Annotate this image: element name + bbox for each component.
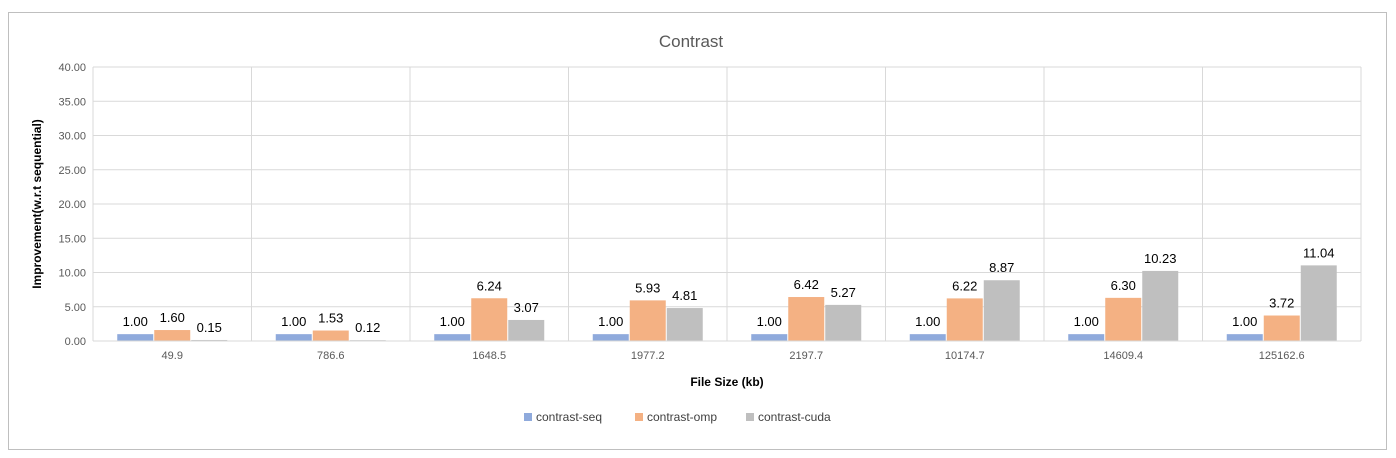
- bar-contrast-seq: [592, 334, 629, 341]
- data-label-contrast-omp: 6.22: [952, 278, 977, 293]
- x-tick-label: 1648.5: [472, 350, 506, 362]
- data-label-contrast-omp: 1.60: [160, 310, 185, 325]
- x-tick-label: 14609.4: [1103, 350, 1143, 362]
- data-label-contrast-seq: 1.00: [1074, 314, 1099, 329]
- y-axis-title: Improvement(w.r.t sequential): [30, 119, 44, 289]
- data-label-contrast-omp: 6.30: [1111, 278, 1136, 293]
- data-label-contrast-omp: 6.24: [477, 278, 502, 293]
- data-label-contrast-omp: 6.42: [794, 277, 819, 292]
- bar-contrast-omp: [788, 297, 825, 341]
- x-tick-label: 1977.2: [631, 350, 665, 362]
- data-label-contrast-seq: 1.00: [123, 314, 148, 329]
- bar-contrast-cuda: [983, 280, 1020, 341]
- data-label-contrast-cuda: 8.87: [989, 260, 1014, 275]
- bar-contrast-cuda: [191, 339, 228, 341]
- y-tick-label: 40.00: [58, 62, 86, 74]
- data-label-contrast-omp: 5.93: [635, 280, 660, 295]
- bar-contrast-seq: [751, 334, 788, 341]
- bar-contrast-omp: [629, 300, 666, 341]
- bar-contrast-seq: [1226, 334, 1263, 341]
- data-label-contrast-seq: 1.00: [1232, 314, 1257, 329]
- data-label-contrast-cuda: 0.12: [355, 320, 380, 335]
- bar-contrast-omp: [154, 330, 191, 341]
- legend-swatch-contrast-seq: [524, 413, 532, 421]
- y-axis-ticks: 0.00 5.00 10.00 15.00 20.00 25.00 30.00 35.00 40…: [58, 62, 86, 348]
- bar-contrast-omp: [312, 330, 349, 341]
- data-label-contrast-cuda: 11.04: [1303, 245, 1335, 260]
- data-label-contrast-cuda: 5.27: [831, 285, 856, 300]
- x-tick-label: 2197.7: [789, 350, 823, 362]
- y-tick-label: 15.00: [58, 233, 86, 245]
- data-label-contrast-omp: 1.53: [318, 311, 343, 326]
- data-label-contrast-omp: 3.72: [1269, 296, 1294, 311]
- bar-contrast-cuda: [1142, 270, 1179, 341]
- bar-contrast-omp: [1105, 297, 1142, 341]
- chart-frame: [8, 12, 1387, 450]
- data-label-contrast-cuda: 0.15: [197, 320, 222, 335]
- data-label-contrast-cuda: 3.07: [514, 300, 539, 315]
- chart-title: Contrast: [659, 32, 724, 51]
- y-tick-label: 25.00: [58, 165, 86, 177]
- y-tick-label: 5.00: [65, 302, 86, 314]
- y-tick-label: 35.00: [58, 96, 86, 108]
- bar-contrast-omp: [471, 298, 508, 341]
- x-tick-label: 786.6: [317, 350, 345, 362]
- data-label-contrast-cuda: 10.23: [1144, 251, 1177, 266]
- x-axis-title: File Size (kb): [690, 375, 763, 389]
- bar-contrast-seq: [275, 334, 312, 341]
- legend-swatch-contrast-cuda: [746, 413, 754, 421]
- data-label-contrast-cuda: 4.81: [672, 288, 697, 303]
- y-tick-label: 0.00: [65, 336, 86, 348]
- data-label-contrast-seq: 1.00: [440, 314, 465, 329]
- bar-contrast-omp: [1263, 315, 1300, 341]
- x-tick-label: 49.9: [162, 350, 183, 362]
- bars: [117, 265, 1337, 341]
- data-label-contrast-seq: 1.00: [915, 314, 940, 329]
- bar-contrast-seq: [434, 334, 471, 341]
- legend-label-contrast-seq: contrast-seq: [536, 410, 602, 424]
- bar-contrast-cuda: [508, 319, 545, 341]
- y-tick-label: 30.00: [58, 131, 86, 143]
- data-label-contrast-seq: 1.00: [757, 314, 782, 329]
- bar-contrast-seq: [1068, 334, 1105, 341]
- data-label-contrast-seq: 1.00: [598, 314, 623, 329]
- bar-contrast-cuda: [666, 308, 703, 341]
- legend: contrast-seq contrast-omp contrast-cuda: [524, 410, 831, 424]
- bar-contrast-seq: [117, 334, 154, 341]
- x-axis-ticks: 49.9 786.6 1648.5 1977.2 2197.7 10174.7 14609.…: [162, 350, 1305, 362]
- legend-label-contrast-omp: contrast-omp: [647, 410, 717, 424]
- data-labels: 1.00 1.60 0.15 1.00 1.53 0.12 1.00 6.24 3.07 1.00…: [123, 245, 1335, 335]
- bar-contrast-cuda: [1300, 265, 1337, 341]
- legend-swatch-contrast-omp: [635, 413, 643, 421]
- data-label-contrast-seq: 1.00: [281, 314, 306, 329]
- y-tick-label: 20.00: [58, 199, 86, 211]
- bar-contrast-seq: [909, 334, 946, 341]
- bar-contrast-omp: [946, 298, 983, 341]
- x-tick-label: 10174.7: [945, 350, 985, 362]
- x-tick-label: 125162.6: [1259, 350, 1305, 362]
- bar-contrast-cuda: [825, 304, 862, 341]
- y-tick-label: 10.00: [58, 268, 86, 280]
- legend-label-contrast-cuda: contrast-cuda: [758, 410, 831, 424]
